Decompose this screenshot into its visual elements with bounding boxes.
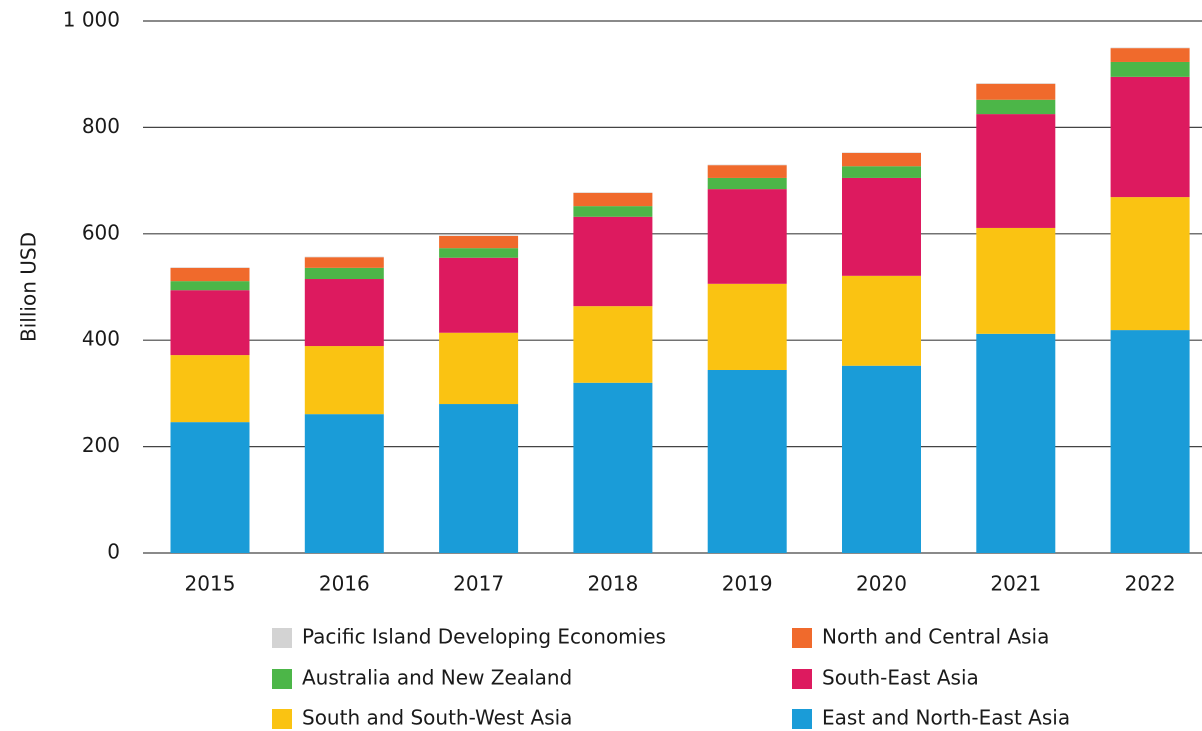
- bar-segment: [707, 283, 787, 370]
- bar-segment: [842, 152, 921, 153]
- bar-segment: [304, 257, 384, 268]
- y-tick-label: 1 000: [63, 8, 120, 32]
- bar-segment: [439, 332, 519, 405]
- bar-segment: [439, 404, 519, 553]
- bar-segment: [573, 192, 653, 207]
- bar-segment: [304, 414, 384, 553]
- bar-segment: [304, 279, 384, 347]
- bar-segment: [1110, 197, 1190, 331]
- bar-segment: [439, 235, 519, 249]
- y-tick-label: 800: [82, 114, 120, 138]
- bar-segment: [170, 281, 250, 291]
- bar-segment: [439, 235, 519, 236]
- x-tick-label: 2019: [722, 572, 773, 596]
- legend-swatch: [272, 709, 292, 729]
- bar-segment: [1110, 61, 1190, 77]
- bar-segment: [304, 256, 384, 258]
- legend-swatch: [792, 669, 812, 689]
- y-tick-label: 600: [82, 220, 120, 244]
- bar-segment: [976, 333, 1056, 553]
- bar-segment: [1110, 47, 1190, 49]
- x-tick-label: 2015: [185, 572, 236, 596]
- bar-segment: [707, 189, 787, 284]
- bar-segment: [976, 83, 1056, 84]
- bar-segment: [170, 422, 250, 553]
- bar-segment: [1110, 76, 1190, 198]
- legend-swatch: [792, 709, 812, 729]
- bar-segment: [439, 257, 519, 333]
- legend-label: South and South-West Asia: [302, 706, 572, 730]
- bar-segment: [1110, 330, 1190, 553]
- bar-segment: [842, 275, 921, 366]
- bar-segment: [170, 355, 250, 423]
- x-tick-label: 2021: [990, 572, 1041, 596]
- legend-label: Pacific Island Developing Economies: [302, 625, 666, 649]
- bar-segment: [304, 267, 384, 280]
- bar-segment: [707, 177, 787, 190]
- bar-segment: [573, 306, 653, 383]
- bar-segment: [707, 165, 787, 178]
- x-tick-label: 2017: [453, 572, 504, 596]
- legend-label: East and North-East Asia: [822, 706, 1070, 730]
- x-tick-label: 2022: [1125, 572, 1176, 596]
- legend-swatch: [792, 628, 812, 648]
- bar-segment: [1110, 48, 1190, 62]
- bar-segment: [976, 227, 1056, 334]
- x-tick-label: 2020: [856, 572, 907, 596]
- bar-segment: [304, 346, 384, 415]
- bar-segment: [707, 369, 787, 553]
- bar-segment: [976, 83, 1056, 100]
- bar-segment: [170, 290, 250, 356]
- bar-segment: [439, 248, 519, 258]
- bar-segment: [170, 267, 250, 282]
- legend-label: South-East Asia: [822, 666, 979, 690]
- y-axis-label: Billion USD: [17, 232, 41, 342]
- bar-segment: [573, 382, 653, 553]
- legend-swatch: [272, 628, 292, 648]
- x-tick-label: 2018: [587, 572, 638, 596]
- bar-segment: [842, 177, 921, 276]
- y-tick-label: 200: [82, 433, 120, 457]
- bar-segment: [573, 206, 653, 217]
- bar-segment: [842, 152, 921, 167]
- bar-segment: [170, 267, 250, 268]
- bar-segment: [842, 365, 921, 553]
- legend-label: North and Central Asia: [822, 625, 1049, 649]
- legend-swatch: [272, 669, 292, 689]
- legend-label: Australia and New Zealand: [302, 666, 572, 690]
- bar-segment: [707, 164, 787, 166]
- bar-segment: [573, 192, 653, 193]
- bar-segment: [976, 99, 1056, 115]
- bar-segment: [842, 166, 921, 178]
- y-tick-label: 0: [107, 540, 120, 564]
- bar-segment: [573, 216, 653, 307]
- x-tick-label: 2016: [319, 572, 370, 596]
- y-tick-label: 400: [82, 327, 120, 351]
- bar-segment: [976, 114, 1056, 228]
